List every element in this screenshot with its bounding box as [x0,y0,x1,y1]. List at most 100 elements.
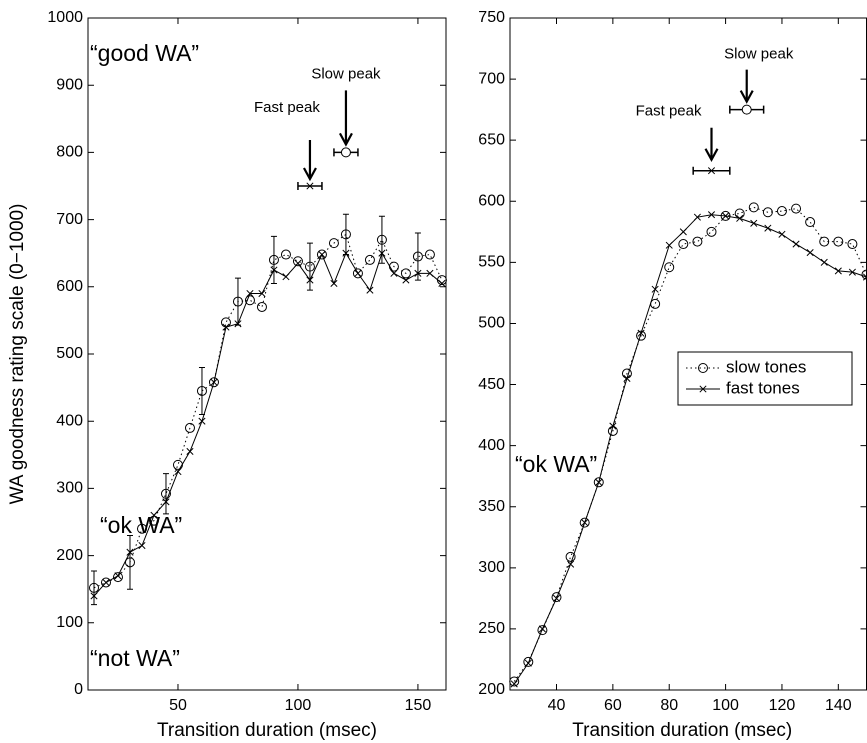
plot-frame [87,17,447,691]
data-point [354,269,362,277]
data-point [510,680,518,688]
error-bar [270,235,277,284]
data-point [342,249,350,257]
peak-arrowhead [338,132,353,147]
data-point [679,228,687,236]
peak-marker [707,167,716,175]
peak-arrowhead [704,148,719,163]
data-point [776,206,787,217]
x-tick-label: 140 [825,697,852,714]
data-point [736,214,744,222]
data-point [186,447,194,455]
data-point [834,267,842,275]
y-tick-label: 400 [478,437,505,454]
y-tick-label: 350 [478,498,505,515]
y-tick-label: 300 [56,480,83,497]
annotation: “ok WA” [515,451,597,477]
peak-marker [306,182,314,190]
data-point [438,279,446,287]
data-point [222,323,230,331]
data-point [294,259,302,267]
error-bar [90,570,97,606]
annotation: “ok WA” [100,512,182,538]
data-point [651,285,659,293]
data-point [637,329,645,337]
peak-label: Slow peak [311,65,381,82]
legend-label: fast tones [726,378,800,397]
peak-marker [340,147,351,158]
data-point [198,417,206,425]
data-point [112,572,123,583]
y-tick-label: 400 [56,412,83,429]
data-point [595,478,603,486]
data-point [778,230,786,238]
data-point [820,258,828,266]
y-tick-label: 300 [478,559,505,576]
error-bar [378,215,385,264]
series-line [93,251,443,597]
error-bar [306,242,313,291]
data-point [172,459,183,470]
peak-label: Fast peak [636,103,702,120]
y-tick-label: 650 [478,131,505,148]
data-point [792,240,800,248]
legend-marker [699,385,707,393]
data-point [579,517,590,528]
data-point [292,256,303,267]
data-point [90,592,98,600]
y-tick-label: 750 [478,9,505,26]
data-point [565,551,576,562]
data-point [692,236,703,247]
error-bar [198,366,205,415]
data-point [364,254,375,265]
x-tick-label: 50 [169,697,187,714]
y-tick-label: 200 [478,681,505,698]
data-point [552,594,561,602]
x-tick-label: 100 [285,697,312,714]
data-point [318,250,326,259]
x-axis-label: Transition duration (msec) [572,720,792,741]
data-point [378,249,386,257]
data-point [524,659,532,667]
y-tick-label: 450 [478,376,505,393]
data-point [352,268,363,279]
x-tick-label: 40 [548,697,566,714]
data-point [593,477,604,488]
data-point [114,572,122,580]
data-point [750,219,758,227]
data-point [678,239,689,250]
data-point [537,625,548,636]
peak-label: Fast peak [254,99,320,116]
data-point [270,266,278,274]
data-point [234,320,242,328]
data-point [246,289,254,298]
data-point [102,578,110,587]
error-bar [414,232,421,281]
y-tick-label: 500 [478,315,505,332]
y-axis-label: WA goodness rating scale (0−1000) [7,204,28,505]
series-line [513,214,867,685]
data-point [748,202,759,213]
data-point [806,249,814,257]
data-point [538,625,546,633]
data-point [210,378,218,386]
peak-marker [741,104,752,115]
peak-arrowhead [739,90,754,104]
y-tick-label: 900 [56,76,83,93]
series-line [513,206,867,682]
data-point [636,330,647,341]
data-point [764,224,772,232]
data-point [306,276,314,284]
data-point [316,249,327,260]
data-point [707,211,716,219]
peak-label: Slow peak [724,46,794,63]
data-point [848,268,856,276]
data-point [424,249,435,260]
data-point [833,236,844,247]
y-tick-label: 600 [56,278,83,295]
data-point [693,213,701,221]
error-bar [342,213,349,256]
y-tick-label: 500 [56,345,83,362]
y-tick-label: 700 [478,70,505,87]
x-tick-label: 120 [769,697,796,714]
